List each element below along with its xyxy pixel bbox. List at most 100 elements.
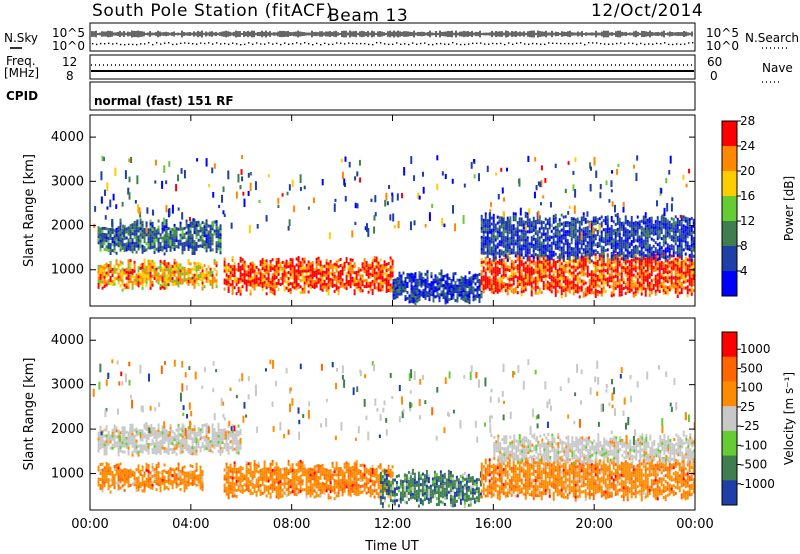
- power-cell: [506, 237, 509, 241]
- power-cell: [660, 237, 663, 241]
- power-cell: [117, 241, 120, 245]
- power-cell: [287, 283, 290, 287]
- power-cell: [526, 257, 529, 261]
- power-cell: [392, 278, 395, 282]
- power-cell: [654, 250, 657, 254]
- power-cell: [129, 277, 132, 281]
- power-cell: [568, 248, 571, 252]
- power-cell: [440, 278, 443, 282]
- power-cell: [606, 271, 609, 275]
- power-cell: [293, 268, 296, 272]
- power-cell: [584, 235, 587, 239]
- power-cell: [642, 251, 645, 255]
- power-cell: [520, 238, 523, 242]
- power-cell: [165, 277, 168, 281]
- power-cell: [682, 248, 685, 252]
- power-cell: [117, 278, 120, 282]
- search-noise-dot: [604, 43, 606, 45]
- power-cell: [536, 291, 539, 295]
- power-cell: [574, 254, 577, 258]
- power-cell: [626, 271, 629, 275]
- power-sparse-cell: [130, 156, 133, 164]
- power-cell: [668, 288, 671, 292]
- power-cell: [620, 269, 623, 273]
- power-cell: [650, 228, 653, 232]
- power-cell: [283, 261, 286, 265]
- power-cell: [377, 276, 380, 280]
- power-cell: [502, 253, 505, 257]
- power-cell: [650, 252, 653, 256]
- power-cell: [131, 244, 134, 248]
- power-sparse-cell: [115, 204, 118, 209]
- power-cell: [678, 267, 681, 271]
- power-cell: [321, 285, 324, 289]
- power-cell: [464, 293, 467, 297]
- power-cell: [357, 270, 360, 274]
- power-cell: [97, 232, 100, 236]
- power-cell: [532, 262, 535, 266]
- power-cell: [530, 284, 533, 288]
- power-cell: [604, 275, 607, 279]
- power-cell: [494, 250, 497, 254]
- power-cell: [568, 242, 571, 246]
- power-cell: [558, 285, 561, 289]
- power-cell: [165, 249, 168, 253]
- search-noise-dot: [420, 42, 422, 45]
- power-cell: [562, 289, 565, 293]
- power-cell: [512, 215, 515, 219]
- power-cell: [690, 243, 693, 247]
- power-cell: [524, 220, 527, 224]
- power-sparse-cell: [386, 201, 389, 206]
- power-cell: [99, 230, 102, 234]
- power-cell: [171, 280, 174, 284]
- power-sparse-cell: [248, 225, 251, 234]
- power-cell: [520, 253, 523, 257]
- power-cell: [363, 264, 366, 268]
- power-cell: [189, 280, 192, 284]
- power-cell: [105, 227, 108, 231]
- power-sparse-cell: [564, 188, 567, 194]
- power-cell: [261, 258, 264, 262]
- power-cell: [418, 271, 421, 275]
- date-title: 12/Oct/2014: [591, 1, 703, 21]
- power-cell: [594, 262, 597, 266]
- power-cell: [217, 238, 220, 242]
- power-cell: [644, 257, 647, 261]
- power-cell: [301, 287, 304, 291]
- power-cell: [662, 264, 665, 268]
- power-cell: [672, 276, 675, 280]
- search-noise-dot: [608, 43, 610, 45]
- power-cell: [606, 215, 609, 219]
- power-cell: [574, 257, 577, 261]
- power-cell: [377, 282, 380, 286]
- power-cell: [648, 287, 651, 291]
- nsearch-label: N.Search: [745, 31, 799, 45]
- power-cell: [480, 229, 483, 233]
- power-sparse-cell: [665, 177, 668, 184]
- power-cell: [580, 228, 583, 232]
- power-cell: [560, 213, 563, 217]
- power-cell: [335, 269, 338, 273]
- power-cell: [125, 245, 128, 249]
- power-cell: [572, 259, 575, 263]
- power-cell: [570, 235, 573, 239]
- power-cell: [299, 261, 302, 265]
- power-cell: [482, 218, 485, 222]
- power-cell: [265, 277, 268, 281]
- power-cell: [530, 290, 533, 294]
- power-cell: [129, 224, 132, 228]
- power-cell: [187, 267, 190, 271]
- power-cell: [213, 220, 216, 224]
- power-cell: [458, 281, 461, 285]
- power-sparse-cell: [205, 158, 208, 167]
- power-cell: [666, 265, 669, 269]
- power-cell: [283, 288, 286, 292]
- power-cell: [658, 256, 661, 260]
- power-cell: [604, 243, 607, 247]
- power-cell: [396, 283, 399, 287]
- power-cell: [257, 283, 260, 287]
- power-cell: [636, 245, 639, 249]
- power-cell: [179, 269, 182, 273]
- power-cell: [530, 281, 533, 285]
